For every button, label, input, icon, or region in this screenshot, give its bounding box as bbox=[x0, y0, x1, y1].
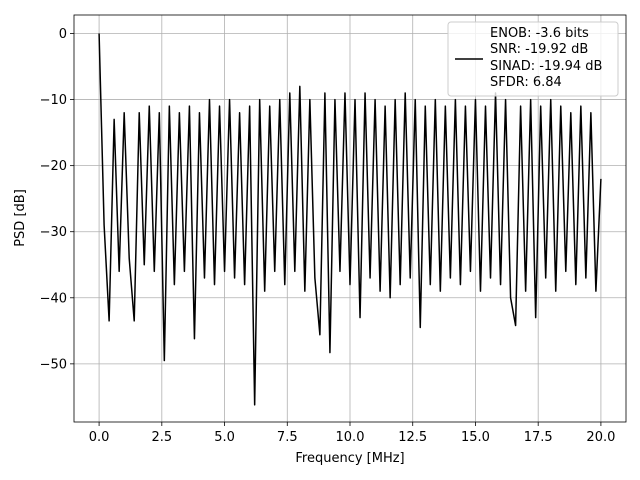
x-tick-label: 20.0 bbox=[586, 430, 615, 445]
y-tick-label: −10 bbox=[40, 93, 67, 108]
y-tick-label: −40 bbox=[40, 291, 67, 306]
x-tick-label: 15.0 bbox=[461, 430, 490, 445]
y-axis-label: PSD [dB] bbox=[13, 189, 28, 247]
x-tick-label: 5.0 bbox=[214, 430, 235, 445]
x-tick-label: 0.0 bbox=[89, 430, 110, 445]
data-line bbox=[98, 33, 602, 406]
x-tick-label: 17.5 bbox=[524, 430, 553, 445]
plot-frame bbox=[73, 14, 627, 423]
legend-label: ENOB: -3.6 bits SNR: -19.92 dB SINAD: -1… bbox=[490, 26, 603, 90]
y-tick-label: −20 bbox=[40, 159, 67, 174]
x-axis-label: Frequency [MHz] bbox=[295, 451, 404, 466]
y-tick-label: −50 bbox=[40, 357, 67, 372]
legend-box bbox=[447, 21, 619, 97]
y-tick-label: 0 bbox=[59, 27, 67, 42]
y-tick-label: −30 bbox=[40, 225, 67, 240]
x-tick-label: 2.5 bbox=[151, 430, 172, 445]
x-tick-label: 7.5 bbox=[277, 430, 298, 445]
x-tick-label: 12.5 bbox=[398, 430, 427, 445]
x-tick-label: 10.0 bbox=[336, 430, 365, 445]
legend-entry: ENOB: -3.6 bits SNR: -19.92 dB SINAD: -1… bbox=[490, 26, 603, 90]
